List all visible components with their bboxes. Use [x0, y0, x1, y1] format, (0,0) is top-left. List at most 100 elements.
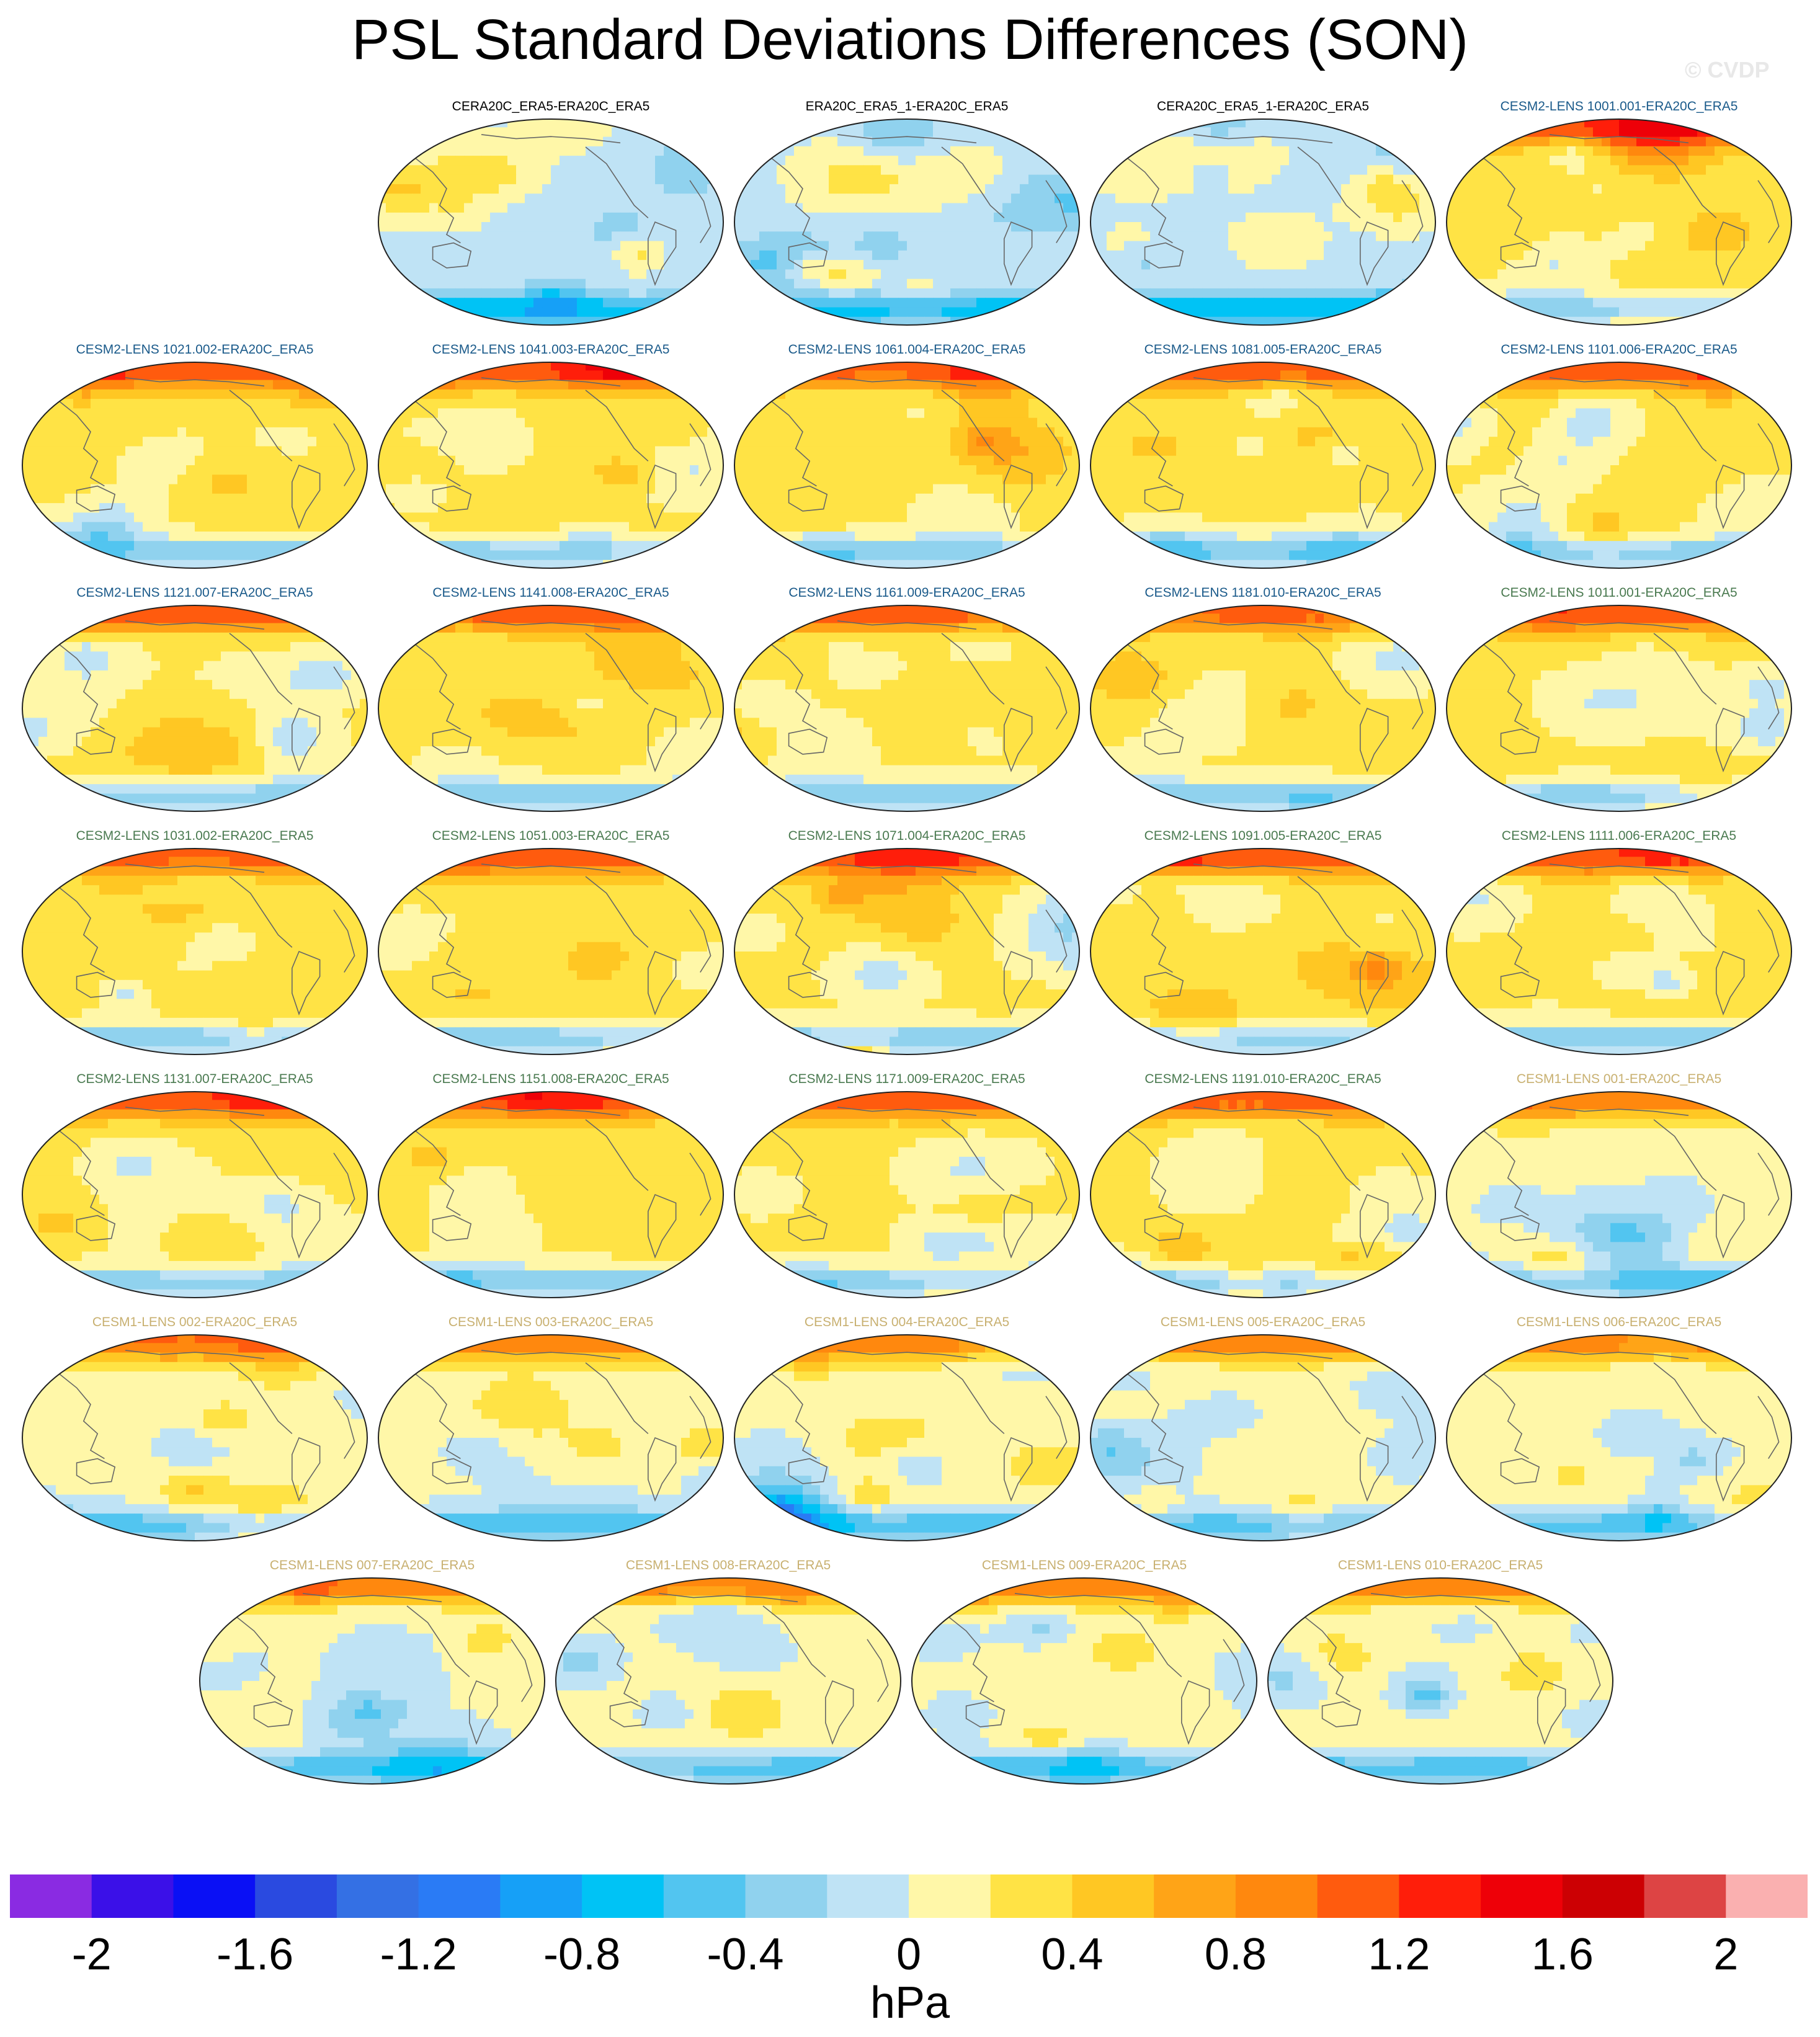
map-cell — [1358, 156, 1368, 166]
map-cell — [785, 231, 795, 242]
map-cell — [890, 194, 899, 204]
map-cell — [1011, 119, 1020, 128]
map-cell — [594, 399, 604, 409]
map-cell — [516, 389, 525, 399]
map-cell — [1341, 156, 1350, 166]
map-cell — [811, 212, 821, 223]
map-cell — [612, 184, 621, 194]
map-cell — [855, 184, 864, 194]
map-cell — [125, 446, 135, 457]
map-cell — [1715, 231, 1724, 242]
map-cell — [99, 446, 109, 457]
map-cell — [542, 455, 551, 466]
map-cell — [38, 493, 48, 504]
map-cell — [1133, 127, 1142, 138]
map-cell — [1202, 212, 1211, 223]
map-cell — [403, 119, 413, 128]
map-cell — [603, 389, 612, 399]
map-cell — [1471, 194, 1481, 204]
map-cell — [455, 260, 465, 270]
map-cell — [629, 119, 638, 128]
map-cell — [1263, 269, 1272, 280]
map-cell — [1298, 250, 1307, 261]
map-cell — [759, 174, 769, 185]
map-cell — [403, 231, 413, 242]
map-cell — [108, 503, 117, 513]
map-cell — [716, 465, 723, 475]
map-cell — [1463, 212, 1472, 223]
map-cell — [950, 260, 960, 270]
map-cell — [290, 389, 300, 399]
map-cell — [421, 194, 430, 204]
map-cell — [1098, 269, 1107, 280]
map-cell — [1263, 279, 1272, 289]
map-cell — [1558, 184, 1568, 194]
map-cell — [325, 475, 334, 485]
map-cell — [1176, 119, 1185, 128]
map-cell — [342, 541, 352, 551]
map-cell — [386, 389, 395, 399]
map-cell — [734, 203, 743, 213]
map-cell — [1645, 250, 1654, 261]
map-cell — [560, 212, 569, 223]
map-cell — [247, 399, 256, 409]
map-cell — [1002, 241, 1012, 251]
map-cell — [117, 446, 126, 457]
map-cell — [846, 241, 855, 251]
map-cell — [1732, 165, 1741, 176]
map-cell — [1072, 298, 1079, 308]
map-cell — [334, 427, 343, 437]
map-cell — [1636, 231, 1646, 242]
map-cell — [464, 380, 473, 390]
map-cell — [1237, 184, 1246, 194]
map-cell — [881, 165, 890, 176]
map-cell — [516, 417, 525, 428]
map-cell — [1037, 184, 1046, 194]
map-cell — [221, 380, 230, 390]
map-cell — [533, 484, 543, 494]
map-cell — [794, 127, 803, 138]
map-cell — [134, 550, 143, 561]
map-cell — [65, 484, 74, 494]
map-cell — [594, 222, 604, 232]
map-cell — [620, 184, 630, 194]
map-cell — [117, 465, 126, 475]
map-cell — [568, 427, 578, 437]
map-cell — [1246, 250, 1255, 261]
map-cell — [942, 250, 951, 261]
map-cell — [1107, 174, 1116, 185]
map-cell — [177, 455, 187, 466]
map-cell — [1011, 184, 1020, 194]
map-cell — [655, 446, 664, 457]
map-cell — [1619, 119, 1628, 128]
map-cell — [1367, 298, 1376, 308]
map-cell — [351, 370, 360, 381]
map-cell — [151, 455, 161, 466]
map-cell — [568, 184, 578, 194]
map-cell — [1254, 307, 1264, 318]
map-cell — [1567, 222, 1576, 232]
map-cell — [1159, 165, 1168, 176]
map-cell — [143, 380, 152, 390]
map-cell — [212, 427, 221, 437]
map-cell — [890, 127, 899, 138]
map-cell — [846, 288, 855, 298]
map-cell — [707, 241, 716, 251]
map-cell — [91, 559, 100, 568]
map-cell — [994, 231, 1003, 242]
map-cell — [1654, 269, 1663, 280]
map-cell — [447, 288, 456, 298]
map-cell — [612, 241, 621, 251]
map-cell — [916, 212, 925, 223]
coastline — [1193, 134, 1333, 144]
map-cell — [1341, 269, 1350, 280]
map-cell — [203, 362, 213, 371]
map-cell — [846, 250, 855, 261]
map-cell — [499, 380, 508, 390]
map-cell — [1358, 279, 1368, 289]
map-cell — [777, 307, 786, 318]
map-cell — [1254, 298, 1264, 308]
map-cell — [1784, 184, 1791, 194]
map-cell — [325, 389, 334, 399]
map-cell — [334, 493, 343, 504]
